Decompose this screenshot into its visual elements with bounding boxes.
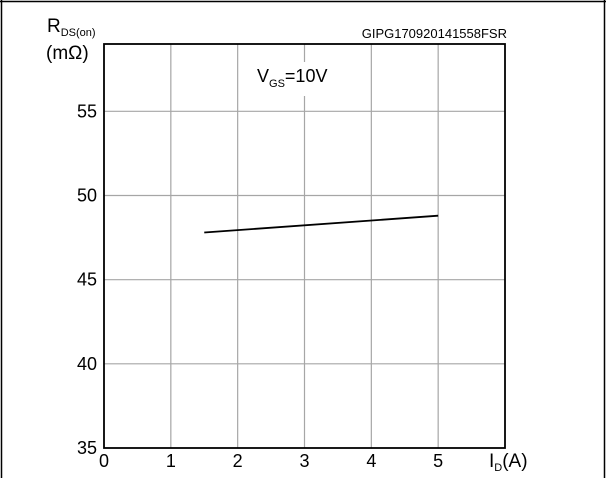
y-tick-labels: 35 40 45 50 55 [77, 101, 97, 458]
x-tick-label-0: 0 [99, 451, 109, 471]
y-tick-label-40: 40 [77, 354, 97, 374]
condition-annotation: VGS=10V [247, 62, 357, 96]
y-tick-label-50: 50 [77, 186, 97, 206]
y-axis-label: RDS(on) [47, 16, 96, 39]
x-tick-label-1: 1 [166, 451, 176, 471]
x-tick-label-4: 4 [366, 451, 376, 471]
x-axis-label: ID(A) [489, 451, 528, 474]
x-tick-label-2: 2 [233, 451, 243, 471]
series-layer [204, 216, 438, 233]
series-line-0 [204, 216, 438, 233]
y-tick-label-55: 55 [77, 101, 97, 121]
x-tick-labels: 0 1 2 3 4 5 [99, 451, 443, 471]
y-tick-label-45: 45 [77, 270, 97, 290]
grid [104, 44, 505, 448]
figure-code: GIPG170920141558FSR [362, 26, 507, 41]
x-tick-label-3: 3 [299, 451, 309, 471]
y-axis-unit: (mΩ) [46, 43, 89, 64]
y-tick-label-35: 35 [77, 438, 97, 458]
x-tick-label-5: 5 [433, 451, 443, 471]
